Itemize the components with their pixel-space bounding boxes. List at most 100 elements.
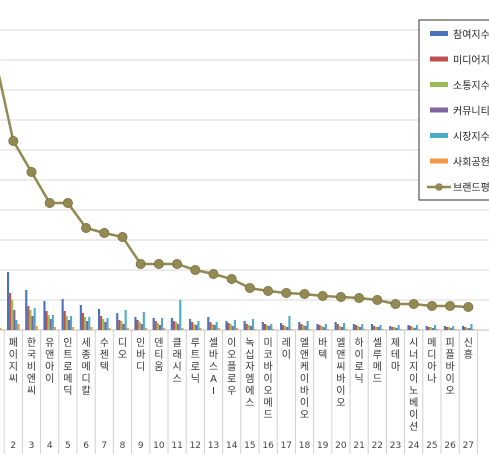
- legend-label: 브랜드평판지수: [453, 182, 489, 194]
- category-label-char: 닉: [191, 373, 200, 385]
- bar-1-9: [134, 317, 137, 330]
- category-label-char: 션: [409, 421, 418, 433]
- category-label-char: 텍: [318, 349, 327, 361]
- category-label-char: 오: [263, 386, 272, 397]
- bar-3-15: [247, 325, 250, 330]
- category-label-char: 수: [100, 337, 109, 349]
- bar-2-8: [118, 320, 121, 330]
- category-label-char: 이: [354, 349, 363, 361]
- bar-5-11: [179, 300, 182, 330]
- bar-2-2: [9, 293, 12, 330]
- bar-1-6: [79, 305, 82, 330]
- category-label-char: 신: [464, 337, 473, 349]
- category-label-char: 녹: [245, 337, 254, 349]
- line-point-3: [26, 166, 37, 177]
- bar-2-5: [63, 311, 66, 330]
- category-label-char: 노: [409, 385, 418, 397]
- line-point-16: [263, 285, 274, 296]
- category-label-char: 시: [172, 361, 181, 373]
- rank-label: 9: [138, 441, 144, 451]
- category-label-char: 트: [63, 350, 72, 361]
- bar-1-4: [43, 301, 46, 330]
- bar-3-12: [193, 324, 196, 330]
- bar-1-13: [207, 317, 210, 330]
- category-label-char: 드: [263, 410, 272, 421]
- category-label-char: 아: [427, 361, 436, 373]
- bar-2-14: [227, 323, 230, 330]
- bar-1-2: [7, 272, 10, 330]
- bar-1-26: [443, 326, 446, 330]
- category-label-char: 나: [427, 373, 436, 385]
- bar-4-18: [304, 326, 307, 330]
- rank-label: 18: [299, 441, 311, 451]
- category-label-char: 케: [300, 361, 309, 373]
- bar-4-14: [231, 326, 234, 330]
- bar-3-10: [156, 323, 159, 330]
- category-label-char: 이: [409, 373, 418, 385]
- category-label-char: A: [210, 374, 217, 385]
- bar-2-24: [409, 326, 412, 330]
- rank-label: 5: [65, 441, 71, 451]
- category-label-char: 바: [300, 385, 309, 397]
- bar-1-20: [334, 322, 337, 330]
- bar-6-3: [35, 326, 38, 330]
- category-label-char: 유: [45, 337, 54, 349]
- category-label-char: 메: [63, 373, 72, 385]
- bar-1-21: [352, 324, 355, 330]
- line-point-11: [172, 258, 183, 269]
- category-label-char: 마: [391, 361, 400, 373]
- bar-3-18: [302, 325, 305, 330]
- category-label-char: 시: [409, 337, 418, 349]
- category-label-char: 트: [191, 350, 200, 361]
- category-label-char: 플: [227, 361, 236, 373]
- rank-label: 11: [171, 441, 182, 451]
- category-label-char: 씨: [9, 373, 18, 385]
- category-label-char: 피: [445, 337, 454, 349]
- bar-4-26: [450, 328, 453, 330]
- bar-4-22: [377, 327, 380, 330]
- bar-4-24: [413, 328, 416, 330]
- category-label-char: 흥: [464, 348, 473, 361]
- bar-3-4: [47, 315, 50, 330]
- line-point-9: [135, 258, 146, 269]
- bar-6-20: [345, 329, 348, 330]
- category-label-char: 세: [81, 337, 90, 349]
- bar-2-3: [27, 306, 30, 330]
- bar-4-21: [359, 327, 362, 330]
- category-label-char: 바: [318, 337, 327, 349]
- bar-6-16: [272, 329, 275, 330]
- bar-6-19: [326, 329, 329, 330]
- rank-label: 20: [335, 441, 347, 451]
- bar-3-2: [11, 300, 14, 330]
- category-label-char: 제: [391, 337, 400, 349]
- bar-2-20: [336, 324, 339, 330]
- bar-2-11: [172, 321, 175, 330]
- category-label-char: 십: [245, 349, 254, 361]
- category-label-char: 스: [245, 397, 254, 409]
- category-label-char: 로: [354, 362, 363, 373]
- category-label-char: 페: [9, 337, 18, 349]
- category-label-char: 엘: [336, 336, 345, 349]
- category-label-char: 인: [136, 337, 145, 349]
- bar-5-6: [88, 317, 91, 330]
- rank-label: 22: [372, 441, 383, 451]
- bar-3-6: [84, 317, 87, 330]
- category-label-char: 움: [154, 361, 163, 373]
- line-point-2: [8, 135, 19, 146]
- bar-1-18: [298, 322, 301, 330]
- rank-label: 23: [390, 441, 401, 451]
- category-label-char: 바: [263, 361, 272, 373]
- bar-2-25: [427, 327, 430, 330]
- rank-label: 21: [353, 441, 364, 451]
- category-label-char: 칼: [81, 384, 90, 397]
- category-label-char: 바: [336, 373, 345, 385]
- bar-6-11: [181, 328, 184, 330]
- category-label-char: 딕: [63, 385, 72, 397]
